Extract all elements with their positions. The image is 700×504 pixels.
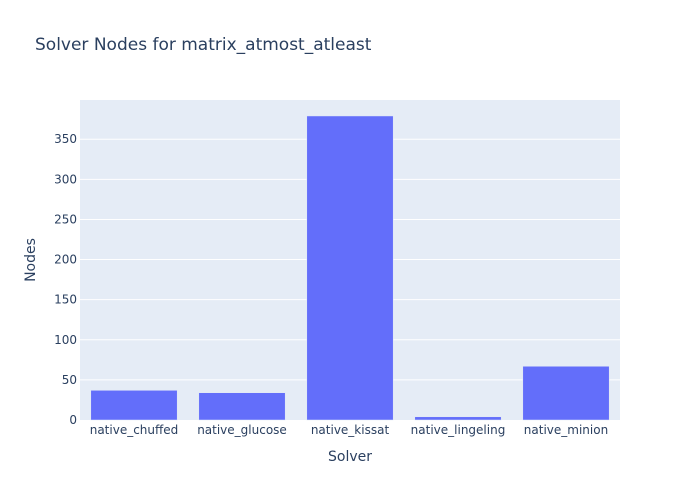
x-axis-ticks: native_chuffed native_glucose native_kissa… bbox=[90, 423, 608, 437]
y-tick-label: 50 bbox=[62, 373, 77, 387]
bar-native_minion bbox=[522, 366, 610, 421]
bar-native_lingeling bbox=[414, 416, 502, 421]
y-tick-label: 350 bbox=[54, 132, 77, 146]
x-axis-title: Solver bbox=[328, 449, 372, 465]
y-axis-title: Nodes bbox=[23, 238, 39, 282]
x-tick-label: native_minion bbox=[524, 423, 608, 437]
y-tick-label: 150 bbox=[54, 293, 77, 307]
y-tick-label: 0 bbox=[69, 413, 77, 427]
bars bbox=[90, 115, 610, 421]
y-tick-label: 100 bbox=[54, 333, 77, 347]
bar-native_chuffed bbox=[90, 390, 178, 421]
x-tick-label: native_kissat bbox=[311, 423, 390, 437]
y-axis-ticks: 0 50 100 150 200 250 300 350 bbox=[54, 132, 77, 427]
y-tick-label: 200 bbox=[54, 253, 77, 267]
x-tick-label: native_glucose bbox=[197, 423, 287, 437]
x-tick-label: native_lingeling bbox=[411, 423, 506, 437]
bar-native_glucose bbox=[198, 392, 286, 421]
bar-native_kissat bbox=[306, 115, 394, 421]
y-tick-label: 250 bbox=[54, 212, 77, 226]
chart-title: Solver Nodes for matrix_atmost_atleast bbox=[35, 35, 372, 55]
x-tick-label: native_chuffed bbox=[90, 423, 179, 437]
y-tick-label: 300 bbox=[54, 172, 77, 186]
